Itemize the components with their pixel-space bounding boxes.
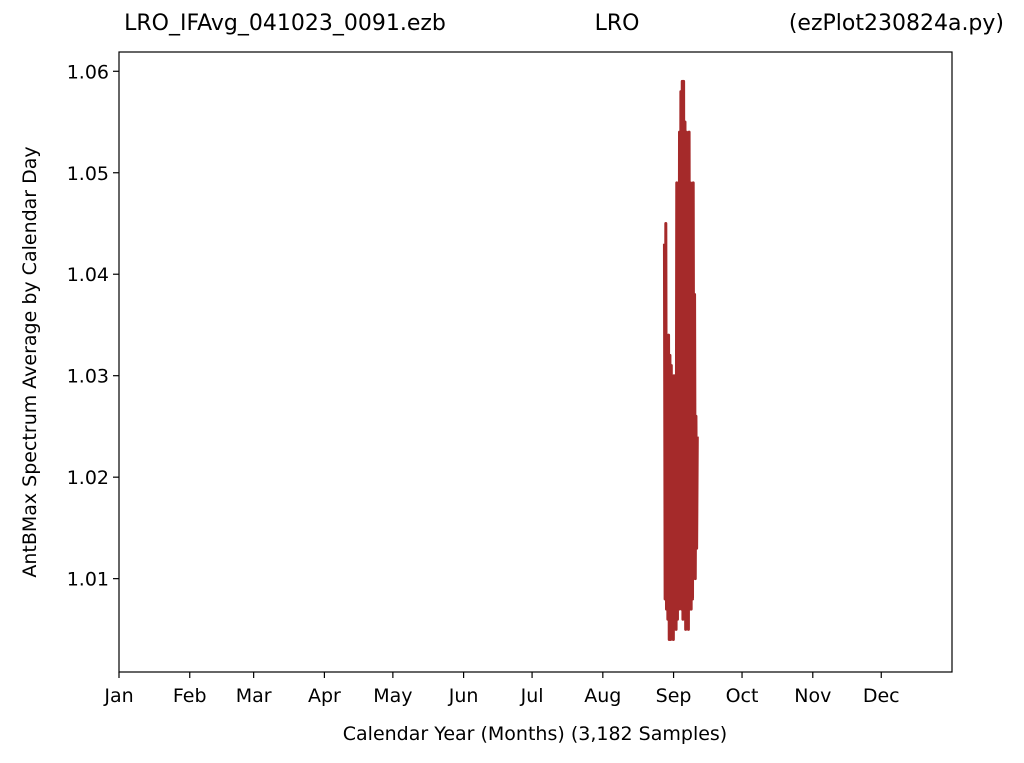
y-tick-label: 1.04	[67, 264, 109, 286]
data-line	[662, 79, 699, 642]
y-tick-label: 1.02	[67, 467, 109, 489]
x-tick-label: Jun	[448, 685, 479, 707]
x-tick-label: Feb	[173, 685, 207, 707]
y-tick-label: 1.03	[67, 366, 109, 388]
y-tick-label: 1.01	[67, 569, 109, 591]
chart-title-center: LRO	[595, 11, 640, 36]
plot-frame	[118, 51, 953, 673]
x-tick-label: Oct	[726, 685, 759, 707]
x-tick-label: Nov	[794, 685, 831, 707]
x-axis-label: Calendar Year (Months) (3,182 Samples)	[343, 723, 727, 745]
chart-title-right: (ezPlot230824a.py)	[789, 11, 1004, 36]
x-tick-label: Jan	[103, 685, 133, 707]
x-tick-label: Mar	[236, 685, 272, 707]
x-tick-label: May	[373, 685, 412, 707]
x-tick-label: Apr	[308, 685, 341, 707]
x-tick-label: Dec	[863, 685, 900, 707]
chart-title-left: LRO_IFAvg_041023_0091.ezb	[124, 11, 446, 36]
y-tick-label: 1.05	[67, 163, 109, 185]
y-tick-label: 1.06	[67, 61, 109, 83]
x-tick-label: Aug	[584, 685, 621, 707]
x-tick-label: Sep	[656, 685, 692, 707]
x-tick-label: Jul	[520, 685, 544, 707]
y-axis-label: AntBMax Spectrum Average by Calendar Day	[19, 146, 41, 577]
